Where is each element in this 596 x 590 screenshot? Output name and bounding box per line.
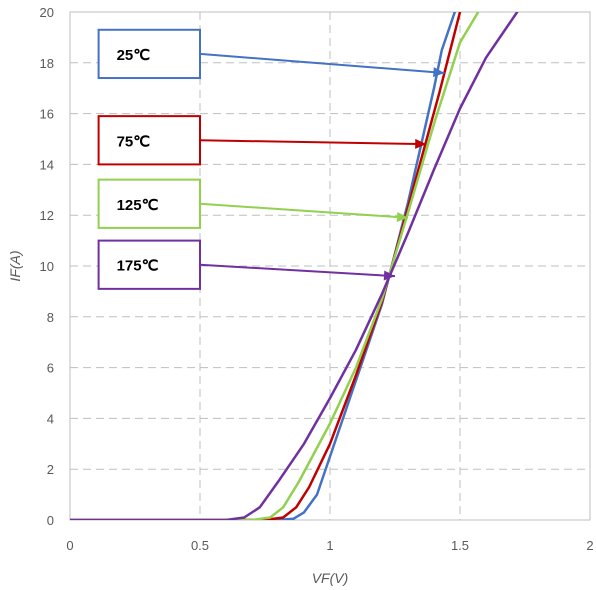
x-axis-title: VF(V) <box>312 570 349 586</box>
callout-box-0 <box>97 28 201 80</box>
x-tick-label: 1 <box>326 538 333 553</box>
y-tick-label: 8 <box>47 310 54 325</box>
callout-arrowhead-2 <box>396 212 408 222</box>
y-tick-label: 14 <box>40 157 54 172</box>
x-tick-label: 2 <box>586 538 593 553</box>
y-tick-label: 18 <box>40 56 54 71</box>
y-tick-label: 12 <box>40 208 54 223</box>
callout-label-0: 25℃ <box>117 47 151 64</box>
callout-arrowhead-0 <box>433 67 445 78</box>
y-tick-label: 2 <box>47 462 54 477</box>
series-line-0 <box>70 12 457 520</box>
callout-label-1: 75℃ <box>117 133 151 150</box>
series-group <box>70 12 519 520</box>
series-line-3 <box>70 12 519 520</box>
series-line-1 <box>70 12 462 520</box>
y-tick-label: 4 <box>47 411 54 426</box>
x-tick-label: 0 <box>66 538 73 553</box>
callout-arrow-3 <box>199 263 396 278</box>
grid <box>70 12 590 520</box>
x-tick-label: 1.5 <box>451 538 469 553</box>
x-tick-label: 0.5 <box>191 538 209 553</box>
callout-arrow-0 <box>199 52 445 74</box>
callout-label-2: 125℃ <box>117 197 159 214</box>
callout-group: 25℃ 75℃ 125℃ 175℃ <box>97 28 445 290</box>
series-line-2 <box>70 12 480 520</box>
callout-arrow-1 <box>199 139 427 146</box>
y-tick-label: 20 <box>40 5 54 20</box>
callout-label-3: 175℃ <box>117 258 159 275</box>
y-axis-title: IF(A) <box>7 250 23 281</box>
y-tick-label: 0 <box>47 513 54 528</box>
callout-arrowhead-3 <box>383 270 395 281</box>
y-tick-label: 6 <box>47 361 54 376</box>
callout-box-2 <box>97 178 201 229</box>
y-tick-label: 10 <box>40 259 54 274</box>
callout-arrow-2 <box>199 202 409 219</box>
y-tick-label: 16 <box>40 107 54 122</box>
plot-area-border <box>69 11 591 521</box>
callout-arrowhead-1 <box>415 138 427 149</box>
